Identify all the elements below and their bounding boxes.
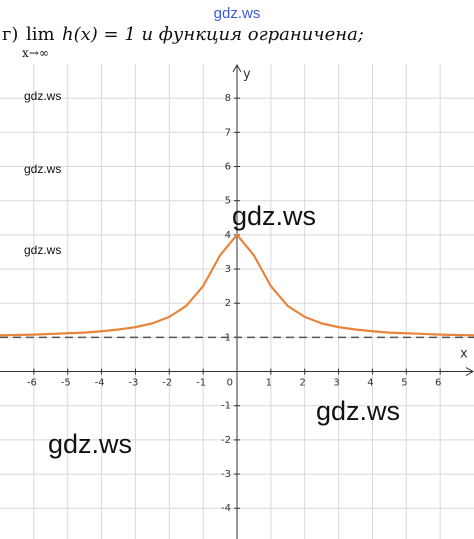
y-tick-label: 7	[225, 127, 231, 138]
y-tick-label: 2	[225, 298, 231, 309]
x-tick-label: 3	[333, 378, 339, 389]
watermark: gdz.ws	[214, 5, 261, 22]
y-tick-label: 6	[225, 162, 231, 173]
y-tick-label: 8	[225, 93, 231, 104]
x-tick-label: -1	[196, 378, 206, 389]
watermark: gdz.ws	[24, 243, 61, 257]
watermark: gdz.ws	[24, 162, 61, 176]
x-tick-label: -5	[61, 378, 71, 389]
watermark: gdz.ws	[316, 396, 400, 426]
y-tick-label: -4	[221, 503, 231, 514]
y-tick-label: -2	[221, 435, 231, 446]
x-tick-label: 4	[367, 378, 373, 389]
x-tick-label: 1	[266, 378, 272, 389]
x-tick-label: -4	[95, 378, 105, 389]
header-rest: h(x) = 1 и функция ограничена;	[62, 24, 364, 45]
y-axis-label: y	[243, 67, 251, 82]
x-tick-label: 6	[435, 378, 441, 389]
x-tick-label: -3	[128, 378, 138, 389]
y-tick-label: -1	[221, 401, 231, 412]
x-tick-label: 5	[401, 378, 407, 389]
x-tick-label: 2	[300, 378, 306, 389]
header-prefix: г)	[2, 24, 18, 45]
y-tick-label: 3	[225, 264, 231, 275]
x-tick-label: -6	[27, 378, 37, 389]
x-arrow	[465, 367, 474, 376]
y-tick-label: 4	[225, 230, 231, 241]
header-sub: x→∞	[22, 46, 49, 60]
header-lim: lim	[26, 24, 55, 45]
watermark: gdz.ws	[232, 201, 316, 231]
origin-label: 0	[227, 378, 233, 389]
y-tick-label: 5	[225, 196, 231, 207]
x-axis-label: x	[460, 347, 468, 362]
x-tick-label: -2	[162, 378, 172, 389]
y-tick-label: -3	[221, 469, 231, 480]
y-arrow	[232, 63, 242, 73]
curve	[0, 233, 474, 337]
watermark: gdz.ws	[48, 429, 132, 459]
watermark: gdz.ws	[24, 89, 61, 103]
